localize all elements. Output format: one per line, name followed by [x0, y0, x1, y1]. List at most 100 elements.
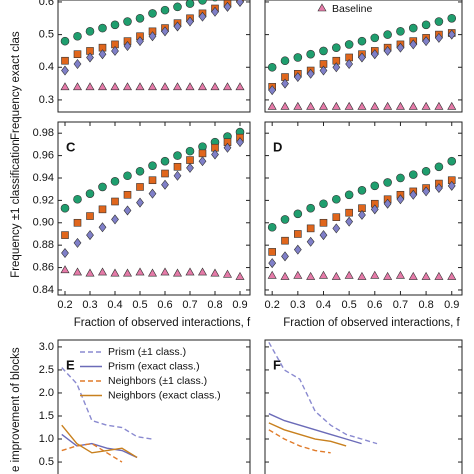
- point: [223, 1, 232, 12]
- point: [383, 45, 392, 56]
- point: [357, 101, 367, 110]
- panel: F: [264, 339, 463, 474]
- point: [123, 17, 132, 26]
- point: [318, 101, 329, 110]
- point: [383, 271, 393, 280]
- point: [73, 218, 82, 227]
- point: [223, 142, 232, 153]
- point: [198, 0, 207, 5]
- point: [421, 166, 431, 176]
- point: [61, 65, 69, 76]
- point: [111, 45, 119, 56]
- point: [281, 236, 289, 245]
- point: [268, 85, 277, 96]
- point: [409, 189, 418, 200]
- y-axis-label: Frequency ±1 classification: [10, 139, 22, 278]
- point: [370, 101, 380, 110]
- point: [281, 251, 289, 262]
- series-line: [268, 429, 331, 454]
- point: [135, 13, 145, 23]
- point: [267, 62, 277, 72]
- point: [293, 244, 302, 255]
- y-axis-label: e improvement of blocks: [10, 347, 22, 472]
- point: [186, 156, 194, 164]
- point: [173, 2, 182, 12]
- point: [421, 101, 431, 110]
- point: [86, 212, 94, 220]
- point: [293, 53, 303, 62]
- frame: [57, 121, 251, 296]
- point: [173, 21, 182, 32]
- point: [447, 156, 457, 166]
- point: [148, 9, 157, 18]
- point: [97, 267, 108, 276]
- point: [370, 181, 380, 191]
- point: [136, 183, 144, 191]
- point: [435, 32, 443, 43]
- point: [185, 146, 195, 156]
- point: [86, 230, 94, 241]
- point: [370, 49, 379, 60]
- point: [186, 162, 194, 173]
- point: [136, 36, 144, 47]
- panel: 0.84 0.86 0.88 0.90 0.92 0.94 0.96 0.98 0.2 0.3 0.…: [10, 121, 251, 329]
- point: [319, 218, 328, 227]
- point: [136, 197, 144, 208]
- point: [72, 267, 83, 276]
- point: [98, 222, 107, 233]
- x-tick-label: 0.5: [341, 299, 356, 311]
- y-tick-label: 0.4: [39, 61, 54, 73]
- point: [267, 222, 277, 232]
- point: [383, 101, 393, 110]
- point: [408, 23, 418, 33]
- panel-label: D: [273, 139, 282, 154]
- point: [135, 267, 145, 276]
- x-tick-label: 0.8: [207, 299, 222, 311]
- point: [318, 270, 329, 279]
- point: [210, 82, 220, 91]
- point: [306, 236, 315, 247]
- point: [306, 101, 316, 110]
- panel-label: C: [66, 139, 76, 154]
- y-tick-label: 0.94: [33, 172, 54, 184]
- point: [434, 101, 444, 110]
- point: [306, 68, 315, 79]
- point: [198, 11, 207, 22]
- point: [344, 190, 354, 200]
- frame: [264, 339, 463, 474]
- point: [123, 41, 132, 52]
- point: [358, 52, 366, 63]
- y-tick-label: 2.5: [39, 364, 54, 376]
- frame: [264, 121, 463, 296]
- point: [447, 13, 457, 23]
- point: [111, 214, 119, 225]
- point: [173, 170, 182, 181]
- y-tick-label: 0.86: [33, 261, 54, 273]
- x-tick-label: 0.6: [367, 299, 382, 311]
- point: [422, 36, 430, 47]
- point: [306, 271, 316, 280]
- plot-area: [61, 367, 153, 463]
- point: [111, 197, 119, 206]
- point: [98, 182, 107, 192]
- point: [110, 177, 120, 186]
- point: [73, 31, 82, 41]
- point: [185, 0, 195, 8]
- point: [293, 72, 302, 83]
- point: [370, 33, 380, 43]
- x-tick-label: 0.9: [232, 299, 247, 311]
- x-axis-label: Fraction of observed interactions, f: [283, 317, 460, 329]
- panel: 0.2 0.3 0.4 0.5 0.6 0.7 0.8 0.9 D Fraction of obs…: [264, 121, 463, 329]
- y-tick-label: 0.98: [33, 127, 54, 139]
- plot-area: [267, 156, 457, 280]
- point: [122, 82, 133, 91]
- point: [147, 82, 158, 91]
- point: [122, 268, 133, 277]
- point: [306, 49, 315, 59]
- point: [185, 82, 195, 91]
- point: [148, 31, 157, 42]
- point: [198, 156, 207, 167]
- x-tick-label: 0.7: [182, 299, 197, 311]
- point: [98, 49, 107, 60]
